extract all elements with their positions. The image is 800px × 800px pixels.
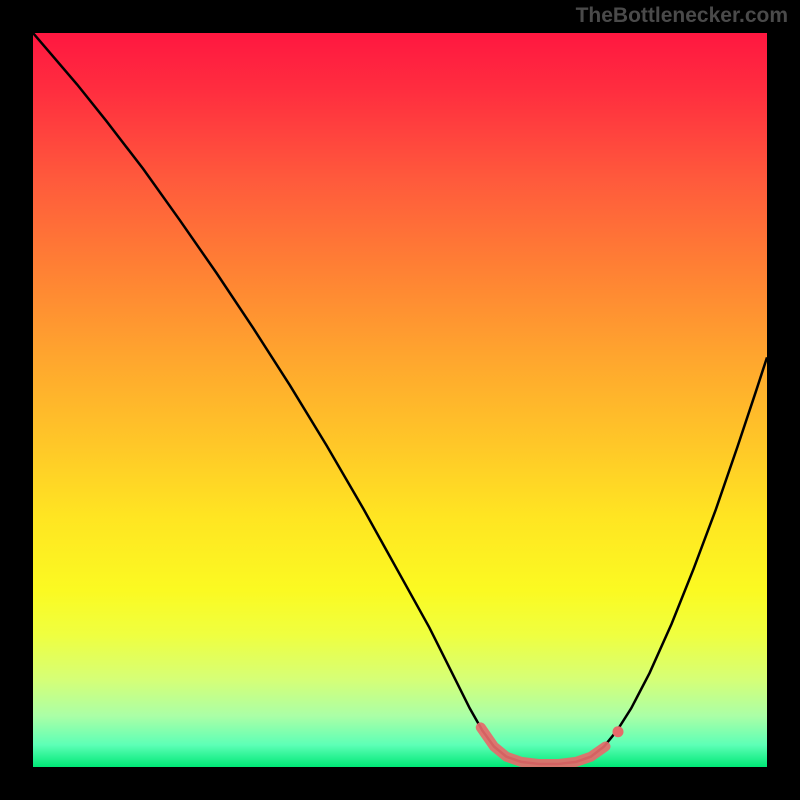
optimal-range-highlight	[481, 727, 606, 764]
plot-area	[33, 33, 767, 767]
optimal-range-end-dot	[613, 726, 624, 737]
watermark-text: TheBottlenecker.com	[576, 4, 788, 28]
bottleneck-curve	[33, 33, 767, 764]
curve-svg	[33, 33, 767, 767]
